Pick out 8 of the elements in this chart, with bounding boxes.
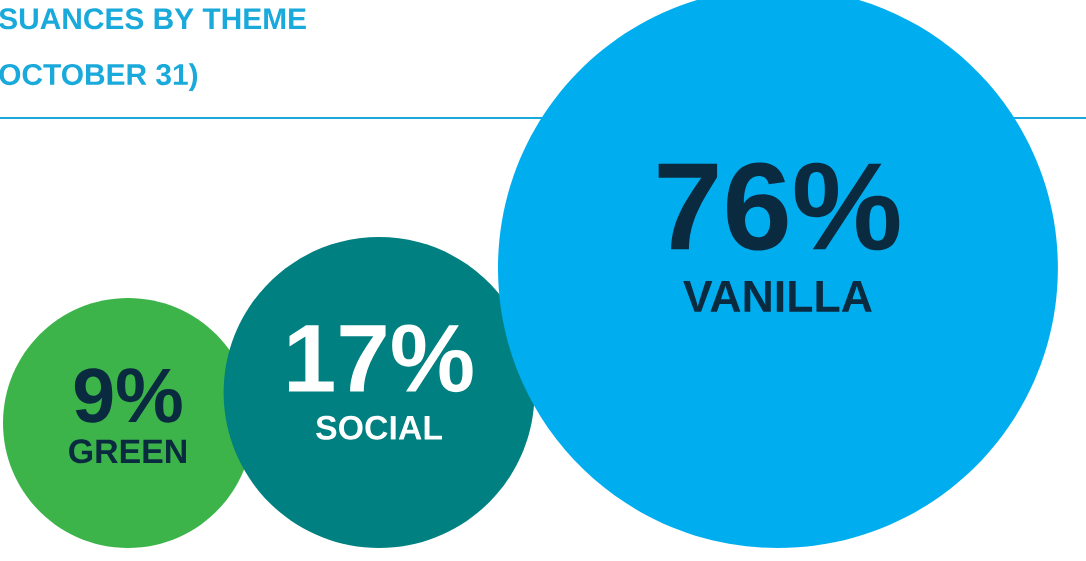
category-label: GREEN	[69, 439, 186, 464]
text: SUANCES BY THEME	[0, 8, 306, 30]
category-label: SOCIAL	[316, 415, 443, 440]
category-label: VANILLA	[683, 281, 872, 312]
text: OCTOBER 31)	[0, 63, 198, 92]
data-label: 76%	[658, 162, 900, 251]
data-label: 9%	[74, 368, 182, 423]
data-label: 17%	[289, 324, 473, 393]
